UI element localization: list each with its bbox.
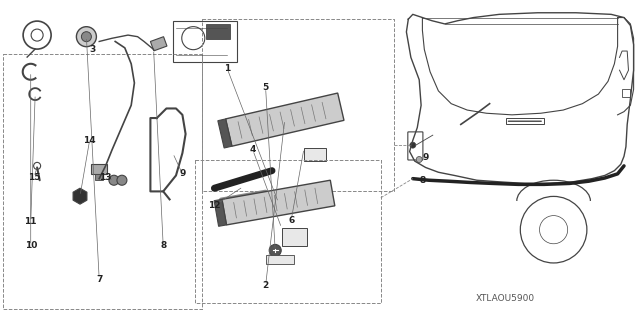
Text: 6: 6 (288, 216, 294, 225)
Text: 11: 11 (24, 217, 37, 226)
Polygon shape (222, 180, 335, 225)
Text: 9: 9 (179, 169, 186, 178)
Circle shape (117, 175, 127, 185)
Text: 15: 15 (28, 173, 40, 182)
Bar (622, 89, 630, 97)
Bar (150, 37, 167, 51)
Text: 13: 13 (99, 173, 112, 182)
Polygon shape (218, 119, 232, 148)
Text: 8: 8 (419, 176, 426, 185)
Bar (304, 148, 326, 161)
Circle shape (109, 175, 119, 185)
Circle shape (410, 142, 416, 148)
Circle shape (81, 32, 92, 42)
Text: 10: 10 (24, 241, 37, 250)
Text: 7: 7 (96, 275, 102, 284)
Text: 12: 12 (208, 201, 221, 210)
Bar (92, 164, 108, 174)
Text: 5: 5 (262, 83, 269, 92)
Bar (95, 174, 103, 180)
Text: 3: 3 (90, 45, 96, 54)
Bar (266, 255, 294, 264)
Polygon shape (214, 199, 227, 226)
Text: 14: 14 (83, 136, 96, 145)
Text: XTLAOU5900: XTLAOU5900 (476, 294, 535, 303)
Bar (506, 118, 544, 124)
Circle shape (416, 157, 422, 162)
Bar (282, 228, 307, 246)
Bar (173, 21, 237, 62)
Text: 2: 2 (262, 281, 269, 290)
Bar (206, 24, 230, 39)
Circle shape (76, 27, 97, 47)
Text: 4: 4 (250, 145, 256, 154)
Text: 8: 8 (160, 241, 166, 250)
Polygon shape (226, 93, 344, 146)
Circle shape (269, 244, 281, 256)
Text: 9: 9 (422, 153, 429, 162)
Text: 1: 1 (224, 64, 230, 73)
